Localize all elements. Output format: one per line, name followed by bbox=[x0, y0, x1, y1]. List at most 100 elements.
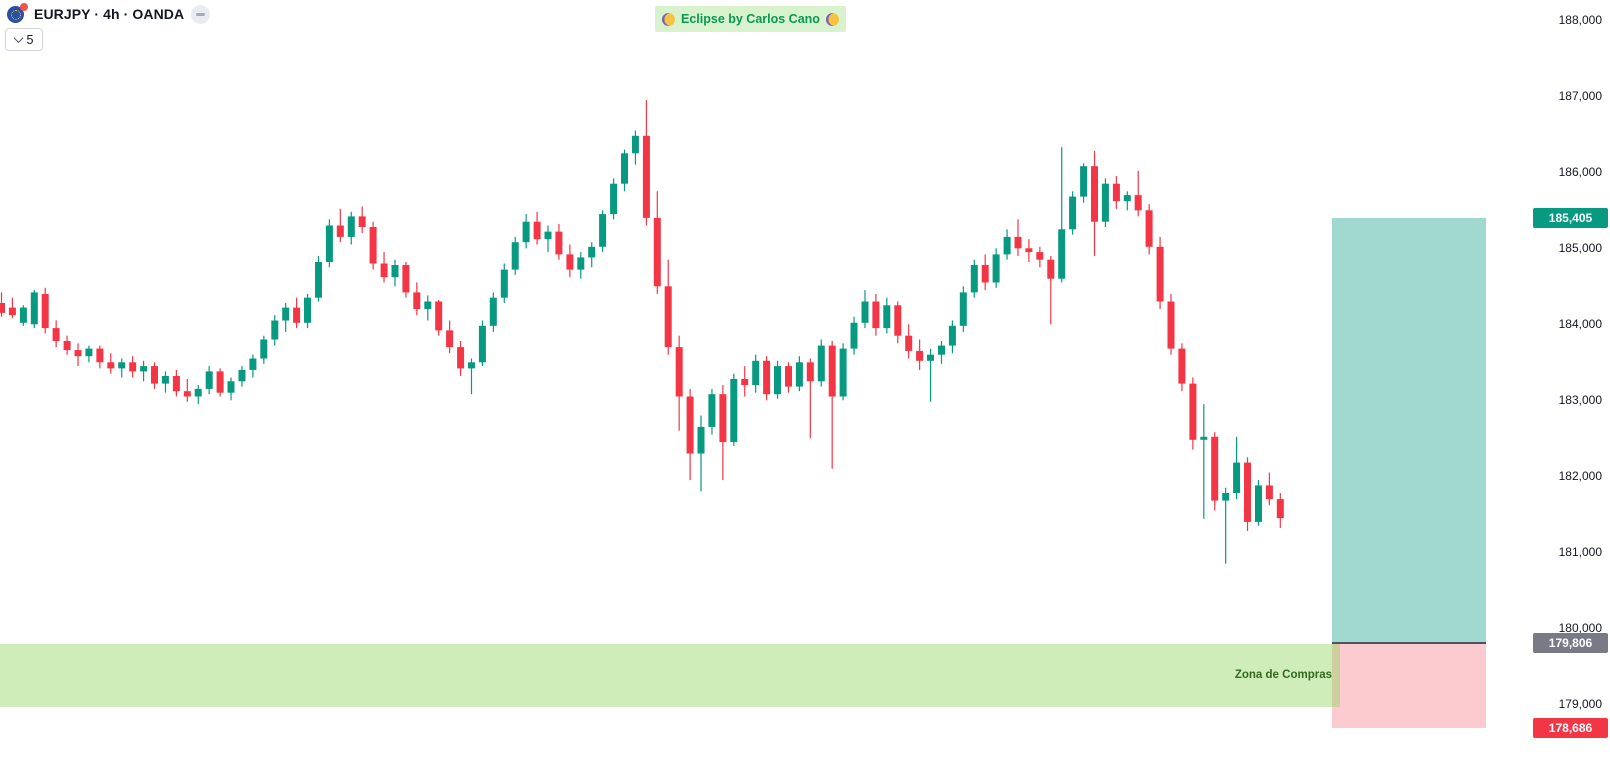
candle-up bbox=[85, 348, 93, 357]
candle-up bbox=[489, 297, 497, 326]
candle-down bbox=[74, 350, 82, 357]
candle-down bbox=[413, 292, 421, 310]
candle-up bbox=[839, 348, 847, 397]
candle-down bbox=[336, 225, 344, 237]
buy-zone-band[interactable]: Zona de Compras bbox=[0, 644, 1340, 707]
candle-up bbox=[282, 307, 290, 321]
candle-up bbox=[774, 366, 781, 395]
hide-indicator-button[interactable] bbox=[191, 4, 211, 24]
eu-jp-pair-icon bbox=[7, 3, 28, 24]
candle-up bbox=[347, 216, 355, 237]
candle-up bbox=[478, 325, 486, 363]
candle-up bbox=[861, 301, 869, 323]
candle-up bbox=[500, 269, 508, 298]
target-price-badge[interactable]: 185,405 bbox=[1533, 207, 1608, 228]
candle-up bbox=[304, 297, 311, 323]
candle-up bbox=[992, 254, 1000, 283]
candle-up bbox=[1080, 166, 1088, 197]
candle-up bbox=[271, 320, 279, 340]
candle-up bbox=[752, 360, 760, 386]
candle-up bbox=[959, 292, 967, 326]
price-tick-label: 184,000 bbox=[1558, 317, 1602, 332]
candle-up bbox=[631, 135, 639, 154]
candle-down bbox=[785, 366, 792, 387]
candle-down bbox=[872, 301, 880, 329]
candle-down bbox=[653, 217, 661, 287]
candle-down bbox=[1244, 462, 1251, 522]
candle-down bbox=[63, 341, 71, 351]
candle-down bbox=[806, 362, 814, 382]
candle-down bbox=[566, 254, 574, 270]
candle-down bbox=[96, 348, 104, 363]
candle-up bbox=[883, 305, 891, 329]
price-tick-label: 182,000 bbox=[1558, 469, 1602, 484]
candle-up bbox=[19, 307, 27, 323]
interval-dropdown[interactable]: 5 bbox=[5, 28, 43, 51]
candle-down bbox=[741, 379, 749, 386]
candle-up bbox=[817, 345, 825, 382]
candle-up bbox=[1233, 462, 1241, 493]
candle-down bbox=[555, 231, 563, 255]
candle-down bbox=[0, 303, 5, 313]
candle-down bbox=[1091, 166, 1098, 222]
candle-down bbox=[1014, 236, 1022, 249]
candle-down bbox=[828, 345, 836, 397]
candle-up bbox=[1101, 183, 1109, 222]
candle-down bbox=[675, 347, 683, 397]
symbol-title[interactable]: EURJPY · 4h · OANDA bbox=[34, 6, 185, 22]
candle-up bbox=[511, 242, 519, 270]
candle-down bbox=[686, 396, 694, 454]
price-tick-label: 185,000 bbox=[1558, 241, 1602, 256]
price-tick-label: 188,000 bbox=[1558, 13, 1602, 28]
moon-icon bbox=[662, 12, 675, 26]
candle-up bbox=[1255, 485, 1262, 522]
candle-up bbox=[205, 371, 213, 389]
indicator-badge[interactable]: Eclipse by Carlos Cano bbox=[655, 6, 846, 32]
candle-up bbox=[140, 366, 148, 372]
candle-up bbox=[325, 225, 333, 262]
candle-down bbox=[446, 330, 454, 348]
long-position-entry-line[interactable] bbox=[1332, 642, 1486, 645]
candle-down bbox=[293, 307, 301, 323]
candle-up bbox=[522, 221, 530, 243]
candle-down bbox=[1167, 301, 1175, 349]
candle-down bbox=[763, 360, 771, 395]
candle-down bbox=[1025, 248, 1033, 253]
candle-down bbox=[1112, 183, 1120, 202]
candle-down bbox=[369, 227, 377, 264]
price-tick-label: 187,000 bbox=[1558, 89, 1602, 104]
price-tick-label: 181,000 bbox=[1558, 545, 1602, 560]
entry-price-badge[interactable]: 179,806 bbox=[1533, 633, 1608, 653]
candle-down bbox=[41, 293, 49, 329]
candle-down bbox=[380, 263, 388, 278]
long-position-loss-zone[interactable] bbox=[1332, 643, 1486, 729]
stop-price-badge[interactable]: 178,686 bbox=[1533, 718, 1608, 739]
candle-down bbox=[1178, 348, 1186, 384]
long-position-profit-zone[interactable] bbox=[1332, 217, 1486, 644]
candle-up bbox=[588, 246, 596, 258]
candle-up bbox=[161, 376, 169, 384]
candle-up bbox=[795, 362, 803, 387]
moon-icon bbox=[825, 12, 839, 26]
candle-up bbox=[708, 394, 716, 427]
candle-down bbox=[1036, 252, 1044, 260]
candle-down bbox=[642, 135, 650, 218]
buy-zone-label: Zona de Compras bbox=[1234, 669, 1332, 682]
candle-up bbox=[468, 362, 475, 369]
price-tick-label: 186,000 bbox=[1558, 165, 1602, 180]
price-axis[interactable]: 188,000 187,000 186,000 185,000 184,000 183,0… bbox=[1467, 0, 1610, 773]
symbol-row: EURJPY · 4h · OANDA bbox=[7, 3, 211, 24]
candle-up bbox=[1003, 236, 1011, 255]
candle-down bbox=[894, 305, 902, 336]
candle-down bbox=[905, 335, 913, 351]
candle-down bbox=[1265, 485, 1273, 500]
candle-up bbox=[850, 322, 858, 349]
candle-down bbox=[129, 362, 137, 372]
candle-up bbox=[938, 345, 945, 355]
candle-up bbox=[599, 214, 607, 247]
candle-up bbox=[697, 426, 705, 454]
candle-up bbox=[391, 265, 399, 278]
candle-down bbox=[719, 394, 727, 443]
